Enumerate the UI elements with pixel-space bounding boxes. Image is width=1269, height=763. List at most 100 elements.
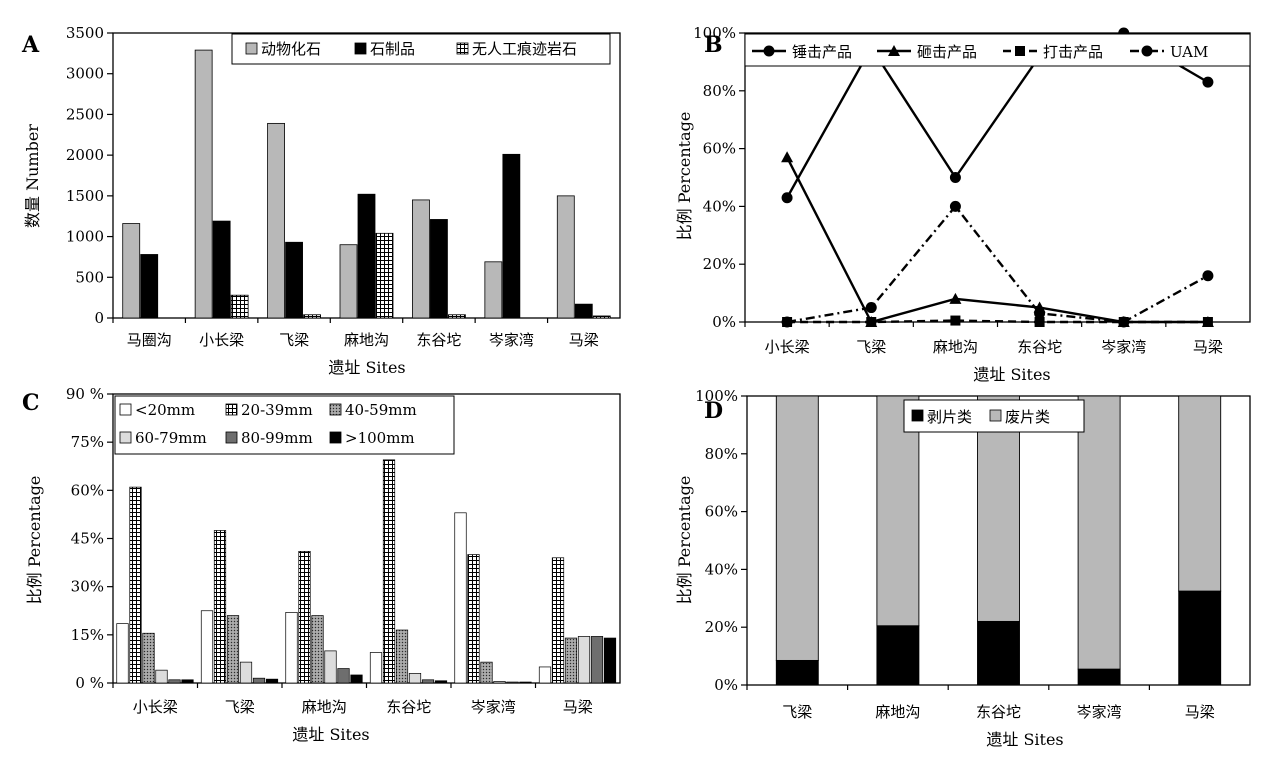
b-legend-label: 锤击产品 (792, 43, 852, 61)
a-xtick-label: 飞梁 (279, 331, 309, 349)
a-ytick-label: 1000 (66, 228, 104, 246)
c-bar (395, 629, 409, 684)
a-xtick-label: 岑家湾 (489, 331, 534, 349)
d-bar-segment (775, 659, 819, 686)
d-x-axis-title: 遗址 Sites (986, 730, 1063, 749)
a-legend-label: 石制品 (370, 40, 415, 58)
b-plot-frame (744, 32, 1251, 323)
b-point (781, 151, 794, 163)
b-point (1034, 317, 1045, 327)
d-legend-swatch (911, 409, 924, 422)
a-legend-swatch (245, 42, 258, 55)
a-bar (375, 232, 394, 319)
a-bar (412, 199, 430, 319)
c-bar (551, 557, 565, 684)
d-bar-segment (977, 620, 1020, 686)
a-ytick-label: 500 (75, 268, 104, 286)
d-ytick-label: 100% (695, 387, 738, 405)
b-legend-label: UAM (1170, 43, 1208, 61)
c-bar (285, 612, 298, 684)
c-bar (265, 678, 279, 684)
c-bar (252, 677, 266, 684)
d-xtick-label: 岑家湾 (1077, 703, 1122, 721)
panel-letter-d: D (704, 398, 723, 424)
b-legend-label: 砸击产品 (917, 43, 977, 61)
a-ytick-label: 3500 (66, 24, 104, 42)
c-ytick-label: 15% (71, 626, 104, 644)
b-point (949, 172, 961, 183)
c-bar (155, 669, 168, 684)
b-point (1141, 45, 1153, 57)
a-ytick-label: 1500 (66, 187, 104, 205)
c-legend-label: 80-99mm (241, 429, 313, 447)
b-xtick-label: 马梁 (1193, 338, 1223, 356)
c-legend-label: 60-79mm (135, 429, 207, 447)
c-ytick-label: 0 % (75, 674, 104, 692)
c-legend-swatch (119, 403, 132, 416)
b-point (1202, 270, 1214, 282)
d-bar-segment (1077, 668, 1121, 686)
c-bar (467, 554, 480, 684)
panel-letter-a: A (21, 32, 40, 58)
chart-a: 0 500 1000 1500 2000 2500 3000 3500 马圈沟 小长梁 飞梁 麻地沟 东… (23, 24, 621, 377)
c-ytick-label: 75% (71, 433, 104, 451)
panel-letter-b: B (704, 32, 723, 58)
d-bar-segment (775, 395, 819, 661)
b-ytick-label: 100% (693, 24, 736, 42)
c-legend-swatch (119, 431, 132, 444)
d-legend-swatch (989, 409, 1002, 422)
c-bar (213, 530, 227, 684)
a-legend-swatch (456, 42, 469, 55)
c-legend-label: 40-59mm (345, 401, 417, 419)
d-bar-segment (876, 395, 920, 627)
c-x-axis-title: 遗址 Sites (292, 725, 369, 744)
b-point (1202, 76, 1214, 88)
a-legend-label: 动物化石 (261, 40, 321, 58)
c-xtick-label: 小长梁 (133, 698, 178, 716)
a-legend-box (231, 33, 611, 65)
c-xtick-label: 东谷坨 (386, 698, 431, 716)
c-bar (480, 661, 493, 684)
d-bar-segment (977, 395, 1020, 622)
b-series-line (786, 156, 1208, 324)
c-bar (369, 652, 383, 684)
a-bar (430, 219, 448, 319)
a-ytick-label: 2500 (66, 105, 104, 123)
c-bar (421, 679, 435, 684)
c-legend-box (114, 395, 455, 455)
c-bar (408, 673, 422, 684)
c-bar (519, 681, 532, 684)
a-x-axis-title: 遗址 Sites (328, 358, 405, 377)
chart-c: 0 % 15% 30% 45% 60% 75% 90 % 小长梁 飞梁 麻地沟 东谷坨 岑家湾 马梁遗址… (25, 385, 621, 744)
a-bar (592, 315, 611, 319)
d-legend-label: 剥片类 (927, 408, 972, 426)
b-point (950, 315, 961, 326)
b-ytick-label: 40% (703, 197, 736, 215)
c-bar (239, 661, 253, 684)
b-ytick-label: 60% (703, 140, 736, 158)
b-xtick-label: 岑家湾 (1101, 338, 1146, 356)
b-point (949, 292, 962, 304)
b-point (865, 302, 877, 314)
a-bar (285, 241, 303, 319)
c-bar (324, 650, 337, 684)
a-bar (574, 303, 593, 319)
b-xtick-label: 东谷坨 (1017, 338, 1062, 356)
c-bar (337, 668, 350, 684)
a-bar (194, 49, 213, 319)
b-x-axis-title: 遗址 Sites (973, 365, 1050, 384)
c-legend-label: <20mm (135, 401, 195, 419)
panel-letter-c: C (22, 390, 40, 416)
d-bar-segment (1178, 395, 1222, 592)
b-point (949, 200, 961, 212)
c-ytick-label: 45% (71, 530, 104, 548)
b-point (781, 192, 793, 204)
a-bar (339, 244, 358, 319)
d-xtick-label: 马梁 (1185, 703, 1215, 721)
d-ytick-label: 0% (714, 676, 738, 694)
d-bar-segment (1077, 395, 1121, 670)
b-point (1202, 317, 1213, 327)
b-legend-label: 打击产品 (1043, 43, 1103, 61)
